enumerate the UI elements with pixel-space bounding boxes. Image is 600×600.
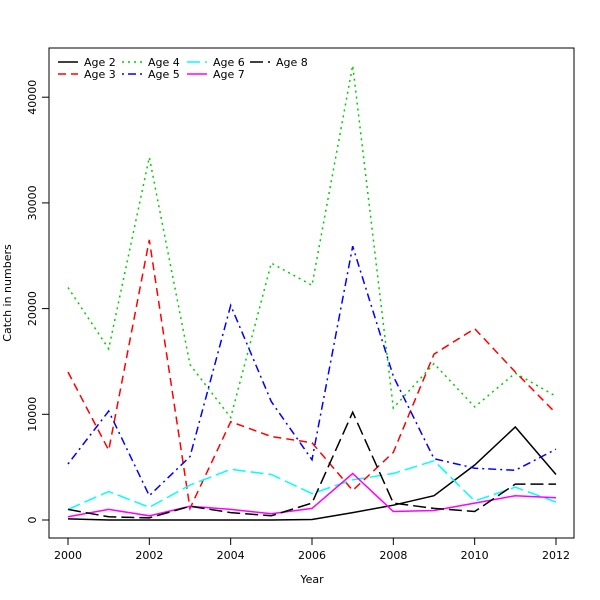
legend-label: Age 3 <box>84 68 116 81</box>
x-tick-label: 2000 <box>54 549 82 562</box>
x-axis-title: Year <box>299 573 324 586</box>
legend-label: Age 6 <box>213 56 245 69</box>
x-tick-label: 2010 <box>461 549 489 562</box>
y-axis-title: Catch in numbers <box>1 244 14 342</box>
legend-label: Age 5 <box>148 68 180 81</box>
series-line-age-6 <box>67 459 557 511</box>
y-axis: 0 10000 20000 30000 40000 <box>26 80 49 524</box>
y-tick-label: 0 <box>26 517 39 524</box>
x-axis: 2000 2002 2004 2006 2008 2010 2012 <box>54 538 570 562</box>
legend-label: Age 4 <box>148 56 180 69</box>
x-tick-label: 2008 <box>379 549 407 562</box>
legend-label: Age 8 <box>276 56 308 69</box>
series-line-age-5 <box>67 245 557 497</box>
y-tick-label: 10000 <box>26 397 39 432</box>
y-tick-label: 40000 <box>26 80 39 115</box>
y-tick-label: 20000 <box>26 291 39 326</box>
series-group <box>67 65 557 521</box>
x-tick-label: 2002 <box>135 549 163 562</box>
series-line-age-8 <box>67 410 556 519</box>
plot-frame <box>48 47 575 539</box>
y-tick-label: 30000 <box>26 185 39 220</box>
x-tick-label: 2006 <box>298 549 326 562</box>
legend-label: Age 7 <box>213 68 245 81</box>
series-line-age-4 <box>67 65 557 420</box>
series-line-age-2 <box>67 425 557 521</box>
series-line-age-7 <box>67 472 557 518</box>
x-tick-label: 2012 <box>542 549 570 562</box>
x-tick-label: 2004 <box>217 549 245 562</box>
legend-label: Age 2 <box>84 56 116 69</box>
series-line-age-3 <box>67 239 557 511</box>
